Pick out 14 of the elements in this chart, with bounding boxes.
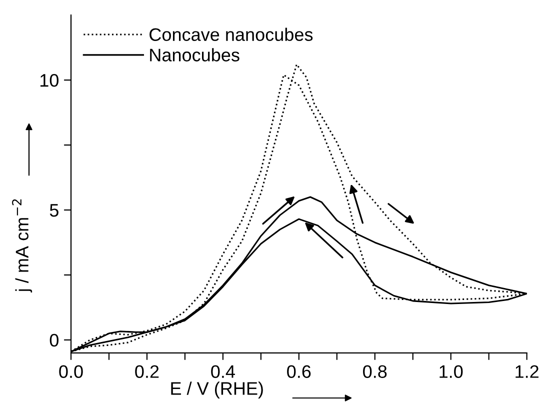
y-tick-label: 10 bbox=[40, 74, 58, 87]
legend-label: Concave nanocubes bbox=[150, 28, 313, 41]
x-tick-label: 0.2 bbox=[135, 365, 159, 378]
x-tick-label: 0.0 bbox=[59, 365, 83, 378]
x-tick-label: 1.0 bbox=[440, 365, 463, 378]
x-axis-title: E / V (RHE) bbox=[171, 382, 263, 398]
y-axis-title: j / mA cm$^{−2}$ bbox=[12, 199, 32, 293]
x-tick-label: 0.8 bbox=[363, 365, 387, 378]
x-tick-label: 1.2 bbox=[516, 365, 538, 378]
x-tick-label: 0.4 bbox=[211, 365, 235, 378]
y-tick-label: 0 bbox=[50, 334, 58, 347]
y-tick-label: 5 bbox=[50, 204, 58, 217]
legend-label: Nanocubes bbox=[150, 48, 240, 62]
x-tick-label: 0.6 bbox=[287, 365, 311, 378]
